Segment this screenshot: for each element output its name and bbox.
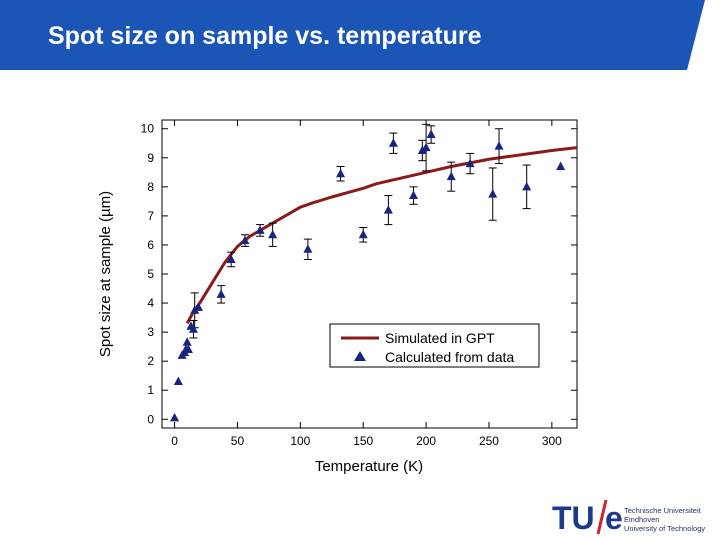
x-tick-label: 50 — [231, 434, 245, 448]
data-point — [183, 344, 193, 354]
data-point — [421, 142, 431, 152]
x-tick-label: 300 — [542, 434, 562, 448]
logo-mark-tu: TU — [552, 500, 595, 536]
y-axis-label: Spot size at sample (µm) — [97, 191, 114, 357]
title-bar-shape — [0, 0, 705, 70]
tick-layer: 0 50 100 150 200 250 300 0 1 2 3 4 5 6 7 8 9 10 — [141, 120, 577, 448]
y-tick-label: 6 — [147, 238, 154, 252]
logo-slash — [596, 499, 608, 535]
y-tick-label: 0 — [147, 412, 154, 426]
x-tick-label: 250 — [479, 434, 499, 448]
data-point — [240, 235, 250, 245]
y-tick-label: 8 — [147, 180, 154, 194]
legend: Simulated in GPT Calculated from data — [329, 323, 540, 368]
legend-triangle-swatch — [354, 351, 366, 361]
data-point — [268, 229, 278, 239]
tue-logo: TU e Technische Universiteit Eindhoven U… — [548, 496, 718, 536]
data-point — [522, 181, 532, 191]
data-point — [426, 129, 436, 139]
slide-title: Spot size on sample vs. temperature — [48, 22, 482, 50]
y-tick-label: 1 — [147, 383, 154, 397]
data-point — [173, 376, 183, 386]
logo-line-3: University of Technology — [624, 524, 706, 533]
logo-line-1: Technische Universiteit — [624, 506, 701, 515]
y-tick-label: 3 — [147, 325, 154, 339]
x-tick-label: 150 — [353, 434, 373, 448]
y-tick-label: 2 — [147, 354, 154, 368]
x-tick-label: 100 — [290, 434, 310, 448]
data-point — [465, 158, 475, 168]
line-layer — [185, 146, 578, 325]
data-point — [383, 205, 393, 214]
data-point — [193, 302, 203, 311]
data-point — [409, 190, 419, 200]
plot-frame — [161, 119, 578, 429]
data-point — [188, 324, 198, 333]
y-tick-label: 5 — [147, 267, 154, 281]
x-tick-label: 0 — [171, 434, 178, 448]
y-tick-label: 4 — [147, 296, 154, 310]
data-point — [303, 244, 313, 253]
logo-mark-e: e — [605, 500, 623, 536]
data-point — [182, 337, 192, 346]
data-point — [358, 229, 368, 239]
y-tick-label: 7 — [147, 209, 154, 223]
data-point — [494, 141, 504, 150]
legend-label-simulated: Simulated in GPT — [385, 330, 495, 346]
y-tick-label: 10 — [141, 122, 155, 136]
data-point — [216, 289, 226, 298]
data-point — [488, 189, 498, 198]
data-point — [388, 138, 398, 147]
errorbar-layer — [189, 123, 531, 339]
data-point — [226, 254, 236, 263]
data-point — [255, 225, 265, 234]
data-point — [556, 161, 566, 170]
data-point — [446, 171, 456, 181]
logo-line-2: Eindhoven — [624, 515, 660, 524]
data-point — [170, 412, 180, 422]
point-layer — [170, 129, 566, 422]
title-bar: Spot size on sample vs. temperature — [0, 0, 720, 70]
simulated-gpt-line — [185, 146, 578, 325]
legend-label-calculated: Calculated from data — [385, 349, 514, 365]
tue-logo-mark: TU e — [552, 499, 623, 536]
y-tick-label: 9 — [147, 151, 154, 165]
x-tick-label: 200 — [416, 434, 436, 448]
x-axis-label: Temperature (K) — [315, 458, 423, 475]
data-point — [336, 168, 346, 178]
